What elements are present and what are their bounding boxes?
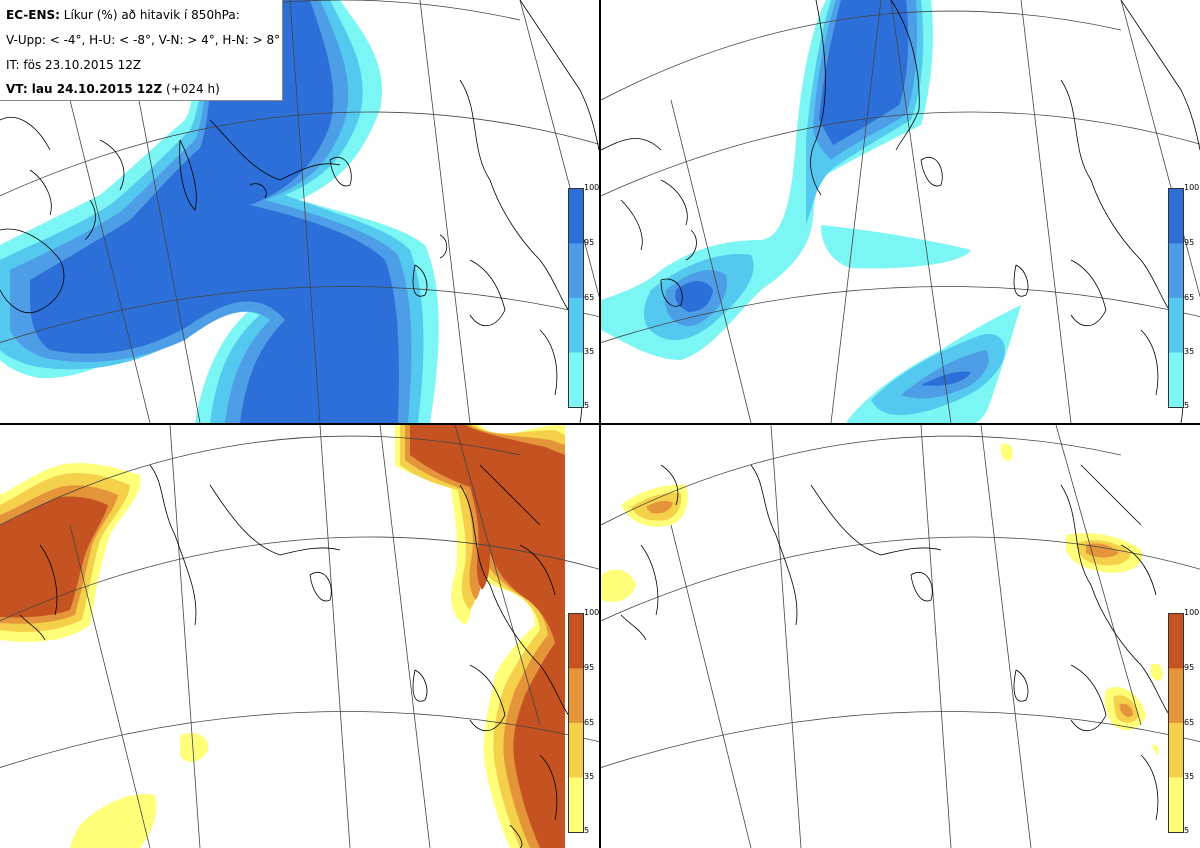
cb-br-label-65: 65 — [1184, 718, 1195, 727]
probability-field-cold — [0, 0, 439, 423]
colorbar-bottom-right — [1168, 613, 1184, 833]
panel-bottom-left — [0, 425, 599, 848]
colorbar-bottom-left — [568, 613, 584, 833]
cb-tl-label-5: 5 — [584, 401, 590, 410]
coastlines — [19, 464, 576, 848]
panel-bottom-right — [601, 425, 1200, 848]
info-line-init-time: IT: fös 23.10.2015 12Z — [6, 58, 142, 72]
info-line-thresholds: V-Upp: < -4°, H-U: < -8°, V-N: > 4°, H-N… — [6, 33, 281, 47]
cb-tr-label-100: 100 — [1184, 183, 1200, 192]
cb-tr-label-35: 35 — [1184, 347, 1195, 356]
probability-field-warm-extreme — [601, 443, 1163, 755]
cb-bl-label-35: 35 — [584, 772, 595, 781]
cb-br-label-35: 35 — [1184, 772, 1195, 781]
graticule — [601, 0, 1200, 423]
panel-divider-horizontal — [0, 423, 1200, 425]
panel-top-right — [601, 0, 1200, 423]
info-valid-time: VT: lau 24.10.2015 12Z — [6, 82, 163, 96]
cb-tr-label-5: 5 — [1184, 401, 1190, 410]
cb-bl-label-100: 100 — [584, 608, 600, 617]
info-model-name: EC-ENS: — [6, 8, 60, 22]
map-top-left — [0, 0, 599, 423]
cb-tr-label-65: 65 — [1184, 293, 1195, 302]
map-bottom-right — [601, 425, 1200, 848]
map-top-right — [601, 0, 1200, 423]
cb-bl-label-95: 95 — [584, 663, 595, 672]
info-lead-time: (+024 h) — [166, 82, 220, 96]
probability-field-cold-extreme — [601, 0, 1021, 423]
cb-br-label-5: 5 — [1184, 826, 1190, 835]
graticule — [601, 425, 1200, 848]
cb-bl-label-65: 65 — [584, 718, 595, 727]
cb-tr-label-95: 95 — [1184, 238, 1195, 247]
info-line-valid-time: VT: lau 24.10.2015 12Z (+024 h) — [6, 82, 220, 96]
map-bottom-left — [0, 425, 599, 848]
info-description: Líkur (%) að hitavik í 850hPa: — [63, 8, 240, 22]
probability-field-warm — [0, 425, 565, 848]
panel-top-left — [0, 0, 599, 423]
graticule — [0, 425, 599, 848]
cb-tl-label-35: 35 — [584, 347, 595, 356]
cb-bl-label-5: 5 — [584, 826, 590, 835]
info-line-title: EC-ENS: Líkur (%) að hitavik í 850hPa: — [6, 8, 240, 22]
chart-info-box: EC-ENS: Líkur (%) að hitavik í 850hPa: V… — [0, 0, 283, 101]
coastlines — [620, 464, 1177, 821]
cb-tl-label-100: 100 — [584, 183, 600, 192]
coastlines — [601, 0, 1200, 423]
cb-br-label-95: 95 — [1184, 663, 1195, 672]
cb-tl-label-65: 65 — [584, 293, 595, 302]
cb-br-label-100: 100 — [1184, 608, 1200, 617]
colorbar-top-right — [1168, 188, 1184, 408]
cb-tl-label-95: 95 — [584, 238, 595, 247]
colorbar-top-left — [568, 188, 584, 408]
